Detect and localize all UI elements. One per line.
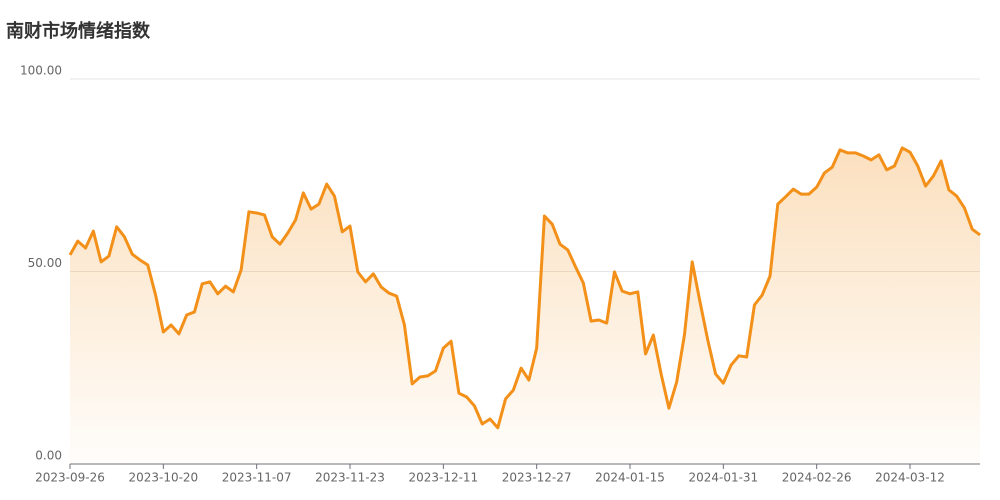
chart-title: 南财市场情绪指数	[6, 20, 151, 42]
y-tick-label: 0.00	[35, 449, 62, 463]
x-tick-label: 2023-12-11	[408, 471, 478, 485]
x-tick-label: 2023-11-23	[315, 471, 385, 485]
area	[70, 147, 980, 465]
x-tick-label: 2023-12-27	[502, 471, 572, 485]
x-tick-label: 2023-09-26	[35, 471, 105, 485]
x-tick-label: 2024-02-26	[782, 471, 852, 485]
y-tick-label: 100.00	[20, 64, 62, 78]
x-tick-label: 2024-01-31	[688, 471, 758, 485]
line	[68, 146, 981, 430]
y-tick-label: 50.00	[28, 256, 62, 270]
x-tick-label: 2023-11-07	[222, 471, 292, 485]
x-tick-label: 2023-10-20	[128, 471, 198, 485]
x-tick-label: 2024-01-15	[595, 471, 665, 485]
x-tick-label: 2024-03-12	[875, 471, 945, 485]
